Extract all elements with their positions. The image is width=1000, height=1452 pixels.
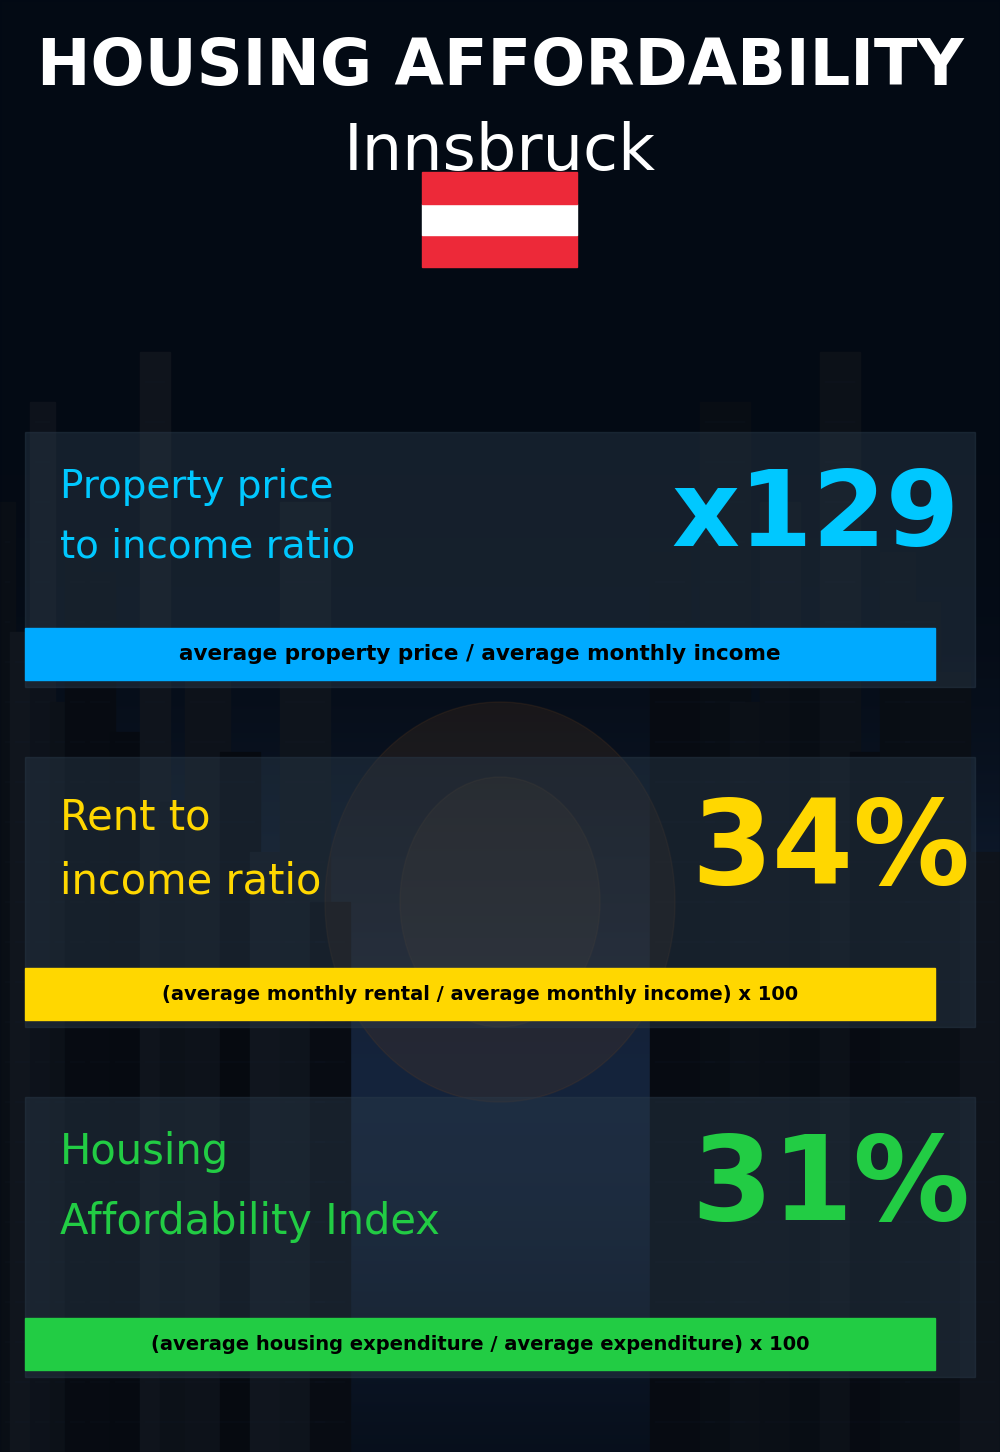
Bar xyxy=(820,351,860,1452)
Bar xyxy=(850,752,890,1452)
Bar xyxy=(880,552,915,1452)
Bar xyxy=(422,203,577,235)
Bar xyxy=(680,652,720,1452)
Ellipse shape xyxy=(325,701,675,1102)
Bar xyxy=(140,351,170,1452)
Bar xyxy=(730,701,765,1452)
Text: Innsbruck: Innsbruck xyxy=(344,121,656,183)
Bar xyxy=(280,502,330,1452)
Bar xyxy=(185,652,230,1452)
Bar xyxy=(110,732,145,1452)
Text: Property price: Property price xyxy=(60,468,334,505)
Bar xyxy=(25,1318,935,1371)
Text: HOUSING AFFORDABILITY: HOUSING AFFORDABILITY xyxy=(37,36,963,97)
Ellipse shape xyxy=(400,777,600,1027)
Text: to income ratio: to income ratio xyxy=(60,529,355,566)
Bar xyxy=(65,552,90,1452)
Bar xyxy=(50,701,70,1452)
Bar xyxy=(85,572,115,1452)
Bar xyxy=(422,171,577,203)
Text: 34%: 34% xyxy=(691,794,970,909)
Bar xyxy=(25,756,975,1027)
Bar xyxy=(10,632,35,1452)
Bar xyxy=(310,902,350,1452)
Text: average property price / average monthly income: average property price / average monthly… xyxy=(179,645,781,664)
Bar xyxy=(930,672,970,1452)
Bar xyxy=(650,552,690,1452)
Bar xyxy=(760,502,800,1452)
Bar xyxy=(960,852,1000,1452)
Bar xyxy=(30,402,55,1452)
Text: Rent to: Rent to xyxy=(60,796,210,838)
Bar xyxy=(790,632,830,1452)
Text: Housing: Housing xyxy=(60,1131,229,1173)
Text: (average housing expenditure / average expenditure) x 100: (average housing expenditure / average e… xyxy=(151,1334,809,1353)
Bar xyxy=(25,433,975,687)
Bar xyxy=(250,852,300,1452)
Bar xyxy=(25,629,935,680)
Bar xyxy=(25,1098,975,1376)
Text: income ratio: income ratio xyxy=(60,861,321,903)
Bar xyxy=(900,603,940,1452)
Text: x129: x129 xyxy=(672,466,960,568)
Bar xyxy=(700,402,750,1452)
Bar xyxy=(0,502,15,1452)
Text: Affordability Index: Affordability Index xyxy=(60,1201,440,1243)
Text: 31%: 31% xyxy=(691,1130,970,1244)
Bar xyxy=(422,235,577,267)
Bar xyxy=(220,752,260,1452)
Bar xyxy=(25,968,935,1019)
Text: (average monthly rental / average monthly income) x 100: (average monthly rental / average monthl… xyxy=(162,984,798,1003)
Bar xyxy=(160,802,195,1452)
